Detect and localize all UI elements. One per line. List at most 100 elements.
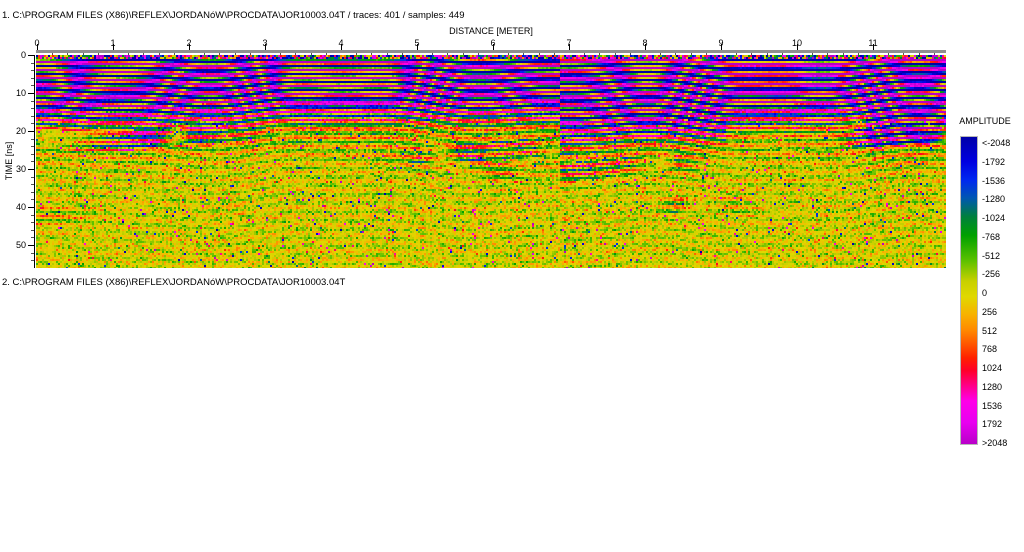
x-major-tick	[189, 44, 190, 50]
y-major-tick	[28, 131, 34, 132]
x-axis-title: DISTANCE [METER]	[449, 26, 533, 36]
y-tick-label: 50	[15, 240, 26, 250]
y-minor-tick	[31, 161, 34, 163]
x-major-tick	[493, 44, 494, 50]
amplitude-legend-label: -256	[982, 269, 1001, 280]
y-major-tick	[28, 93, 34, 94]
x-tick-label: 2	[186, 38, 192, 48]
x-minor-tick	[675, 53, 677, 56]
amplitude-legend-label: 512	[982, 325, 998, 336]
x-minor-tick	[812, 53, 814, 56]
x-minor-tick	[325, 53, 327, 56]
x-minor-tick	[356, 53, 358, 56]
y-minor-tick	[31, 252, 34, 254]
y-minor-tick	[31, 184, 34, 186]
x-minor-tick	[477, 53, 479, 56]
x-tick-label: 6	[490, 38, 496, 48]
y-minor-tick	[31, 77, 34, 79]
x-tick-label: 11	[868, 38, 878, 48]
x-minor-tick	[705, 53, 707, 56]
x-minor-tick	[553, 53, 555, 56]
x-minor-tick	[52, 53, 54, 56]
y-major-tick	[28, 207, 34, 208]
x-tick-label: 9	[718, 38, 724, 48]
y-minor-tick	[31, 85, 34, 87]
x-minor-tick	[751, 53, 753, 56]
y-minor-tick	[31, 138, 34, 140]
x-minor-tick	[234, 53, 236, 56]
amplitude-legend-label: -512	[982, 250, 1001, 261]
x-minor-tick	[219, 53, 221, 56]
y-tick-label: 10	[15, 88, 26, 98]
y-minor-tick	[31, 237, 34, 239]
amplitude-legend-label: -768	[982, 231, 1001, 242]
x-minor-tick	[401, 53, 403, 56]
amplitude-legend-label: 256	[982, 306, 998, 317]
y-tick-label: 20	[15, 126, 26, 136]
x-minor-tick	[158, 53, 160, 56]
x-minor-tick	[584, 53, 586, 56]
x-major-tick	[569, 44, 570, 50]
x-minor-tick	[781, 53, 783, 56]
x-major-tick	[417, 44, 418, 50]
x-major-tick	[341, 44, 342, 50]
x-major-tick	[265, 44, 266, 50]
amplitude-legend-label: 1280	[982, 381, 1003, 392]
amplitude-legend-label: -1536	[982, 175, 1006, 186]
x-minor-tick	[766, 53, 768, 56]
y-minor-tick	[31, 214, 34, 216]
x-minor-tick	[432, 53, 434, 56]
x-minor-tick	[310, 53, 312, 56]
x-tick-label: 4	[338, 38, 344, 48]
x-minor-tick	[295, 53, 297, 56]
y-minor-tick	[31, 153, 34, 155]
y-minor-tick	[31, 199, 34, 201]
y-minor-tick	[31, 222, 34, 224]
x-minor-tick	[386, 53, 388, 56]
amplitude-legend-title: AMPLITUDE	[959, 116, 1011, 126]
x-minor-tick	[629, 53, 631, 56]
amplitude-legend-label: -1280	[982, 194, 1006, 205]
x-minor-tick	[249, 53, 251, 56]
section2-header: 2. C:\PROGRAM FILES (X86)\REFLEX\JORDANó…	[2, 277, 346, 288]
x-minor-tick	[614, 53, 616, 56]
x-minor-tick	[371, 53, 373, 56]
x-major-tick	[721, 44, 722, 50]
amplitude-legend-label: >2048	[982, 438, 1008, 448]
x-minor-tick	[280, 53, 282, 56]
x-tick-label: 7	[566, 38, 572, 48]
y-tick-label: 0	[20, 50, 26, 60]
x-major-tick	[645, 44, 646, 50]
amplitude-legend-label: 1024	[982, 363, 1003, 373]
y-tick-label: 40	[15, 202, 26, 212]
y-major-tick	[28, 55, 34, 56]
y-minor-tick	[31, 191, 34, 193]
x-minor-tick	[538, 53, 540, 56]
x-minor-tick	[842, 53, 844, 56]
radargram-plot[interactable]	[36, 55, 946, 268]
y-major-tick	[28, 245, 34, 246]
x-minor-tick	[888, 53, 890, 56]
y-minor-tick	[31, 70, 34, 72]
y-major-tick	[28, 169, 34, 170]
x-minor-tick	[918, 53, 920, 56]
x-minor-tick	[143, 53, 145, 56]
y-minor-tick	[31, 108, 34, 110]
x-minor-tick	[903, 53, 905, 56]
x-minor-tick	[82, 53, 84, 56]
y-minor-tick	[31, 260, 34, 262]
x-major-tick	[797, 44, 798, 50]
x-minor-tick	[857, 53, 859, 56]
x-minor-tick	[173, 53, 175, 56]
x-minor-tick	[933, 53, 935, 56]
x-axis-bar	[36, 50, 946, 53]
x-minor-tick	[827, 53, 829, 56]
x-tick-label: 0	[34, 38, 40, 48]
x-minor-tick	[462, 53, 464, 56]
amplitude-legend-label: 1536	[982, 400, 1003, 411]
x-minor-tick	[736, 53, 738, 56]
x-minor-tick	[508, 53, 510, 56]
y-minor-tick	[31, 62, 34, 64]
x-major-tick	[113, 44, 114, 50]
amplitude-legend-label: -1024	[982, 213, 1006, 223]
